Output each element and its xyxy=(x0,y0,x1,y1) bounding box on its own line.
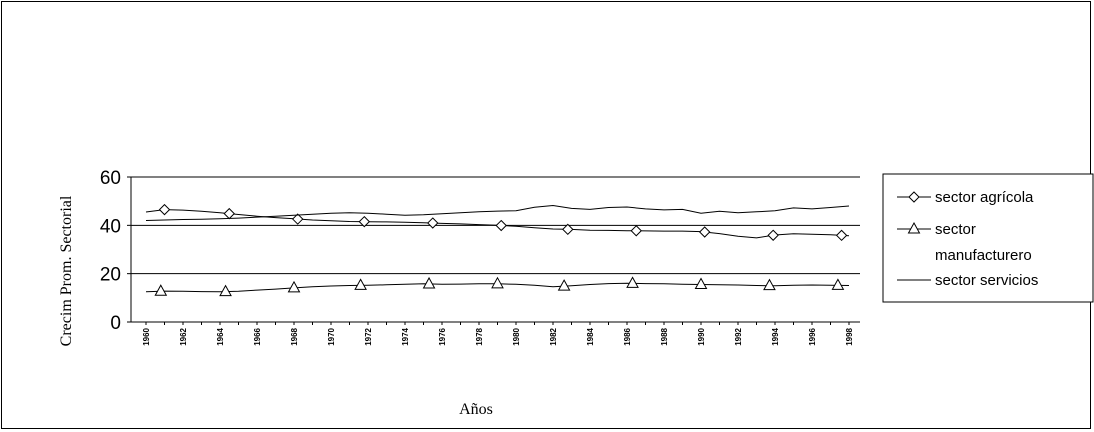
x-tick-label: 1970 xyxy=(327,327,336,345)
series-2 xyxy=(145,204,850,221)
x-tick-label: 1978 xyxy=(475,327,484,345)
x-tick-label: 1968 xyxy=(290,327,299,345)
diamond-marker xyxy=(562,223,574,236)
triangle-marker xyxy=(354,278,367,290)
triangle-marker xyxy=(219,284,232,297)
series-group xyxy=(145,203,850,297)
triangle-marker xyxy=(694,277,708,290)
y-tick-labels: 0 20 40 60 xyxy=(100,168,121,334)
diamond-marker xyxy=(630,225,642,237)
diamond-marker xyxy=(908,191,920,203)
legend-label: sector servicios xyxy=(935,272,1038,289)
x-tick-label: 1976 xyxy=(438,327,447,345)
triangle-marker xyxy=(831,278,845,290)
y-tick-label: 60 xyxy=(100,168,121,189)
x-tick-label: 1964 xyxy=(216,327,225,345)
series-0 xyxy=(145,203,850,242)
series-line xyxy=(145,204,850,221)
triangle-marker xyxy=(422,276,436,289)
x-tick-label: 1966 xyxy=(253,327,262,345)
x-tick-label: 1974 xyxy=(401,327,410,345)
series-1 xyxy=(145,276,850,297)
x-tick-label: 1988 xyxy=(660,327,669,345)
triangle-marker xyxy=(626,276,639,288)
x-tick-labels: 1960 1962 1964 1966 1968 1970 1972 1974 1976 1978… xyxy=(142,327,854,345)
diamond-marker xyxy=(358,215,371,228)
diamond-marker xyxy=(223,207,235,220)
x-tick-label: 1998 xyxy=(845,327,854,345)
legend-entry-0: sector agrícola xyxy=(897,189,1034,206)
y-axis-label: Crecim Prom. Sectorial xyxy=(58,195,75,346)
diamond-marker xyxy=(427,217,439,229)
triangle-marker xyxy=(287,280,301,293)
diamond-marker xyxy=(835,229,848,242)
y-tick-label: 40 xyxy=(100,216,121,237)
x-tick-label: 1962 xyxy=(179,327,188,345)
legend-label: sector agrícola xyxy=(935,189,1034,206)
x-tick-label: 1992 xyxy=(734,327,743,345)
diamond-marker xyxy=(767,229,779,241)
legend-entry-2: sector servicios xyxy=(897,272,1038,289)
legend-label: manufacturero xyxy=(935,247,1032,264)
triangle-marker xyxy=(154,284,168,296)
triangle-marker xyxy=(907,221,921,234)
diamond-marker xyxy=(495,219,507,232)
legend-entry-1: sector manufacturero xyxy=(897,221,1032,264)
legend-label: sector xyxy=(935,221,976,238)
x-tick-label: 1972 xyxy=(364,327,373,345)
x-tick-label: 1986 xyxy=(623,327,632,345)
diamond-marker xyxy=(291,213,304,225)
x-tick-label: 1996 xyxy=(808,327,817,345)
y-tick-label: 0 xyxy=(110,313,121,334)
diamond-marker xyxy=(698,226,711,238)
diamond-marker xyxy=(158,203,171,216)
y-tick-label: 20 xyxy=(100,265,121,286)
x-tick-label: 1980 xyxy=(512,327,521,345)
triangle-marker xyxy=(557,279,571,291)
x-tick-label: 1984 xyxy=(586,327,595,345)
x-tick-label: 1994 xyxy=(771,327,780,345)
x-axis-label: Años xyxy=(459,401,493,418)
x-tick-label: 1990 xyxy=(697,327,706,345)
x-tick-label: 1960 xyxy=(142,327,151,345)
legend: sector agrícolasectormanufacturerosector… xyxy=(882,173,1094,303)
triangle-marker xyxy=(491,276,504,289)
triangle-marker xyxy=(763,278,776,291)
axes xyxy=(127,176,860,325)
x-tick-label: 1982 xyxy=(549,327,558,345)
